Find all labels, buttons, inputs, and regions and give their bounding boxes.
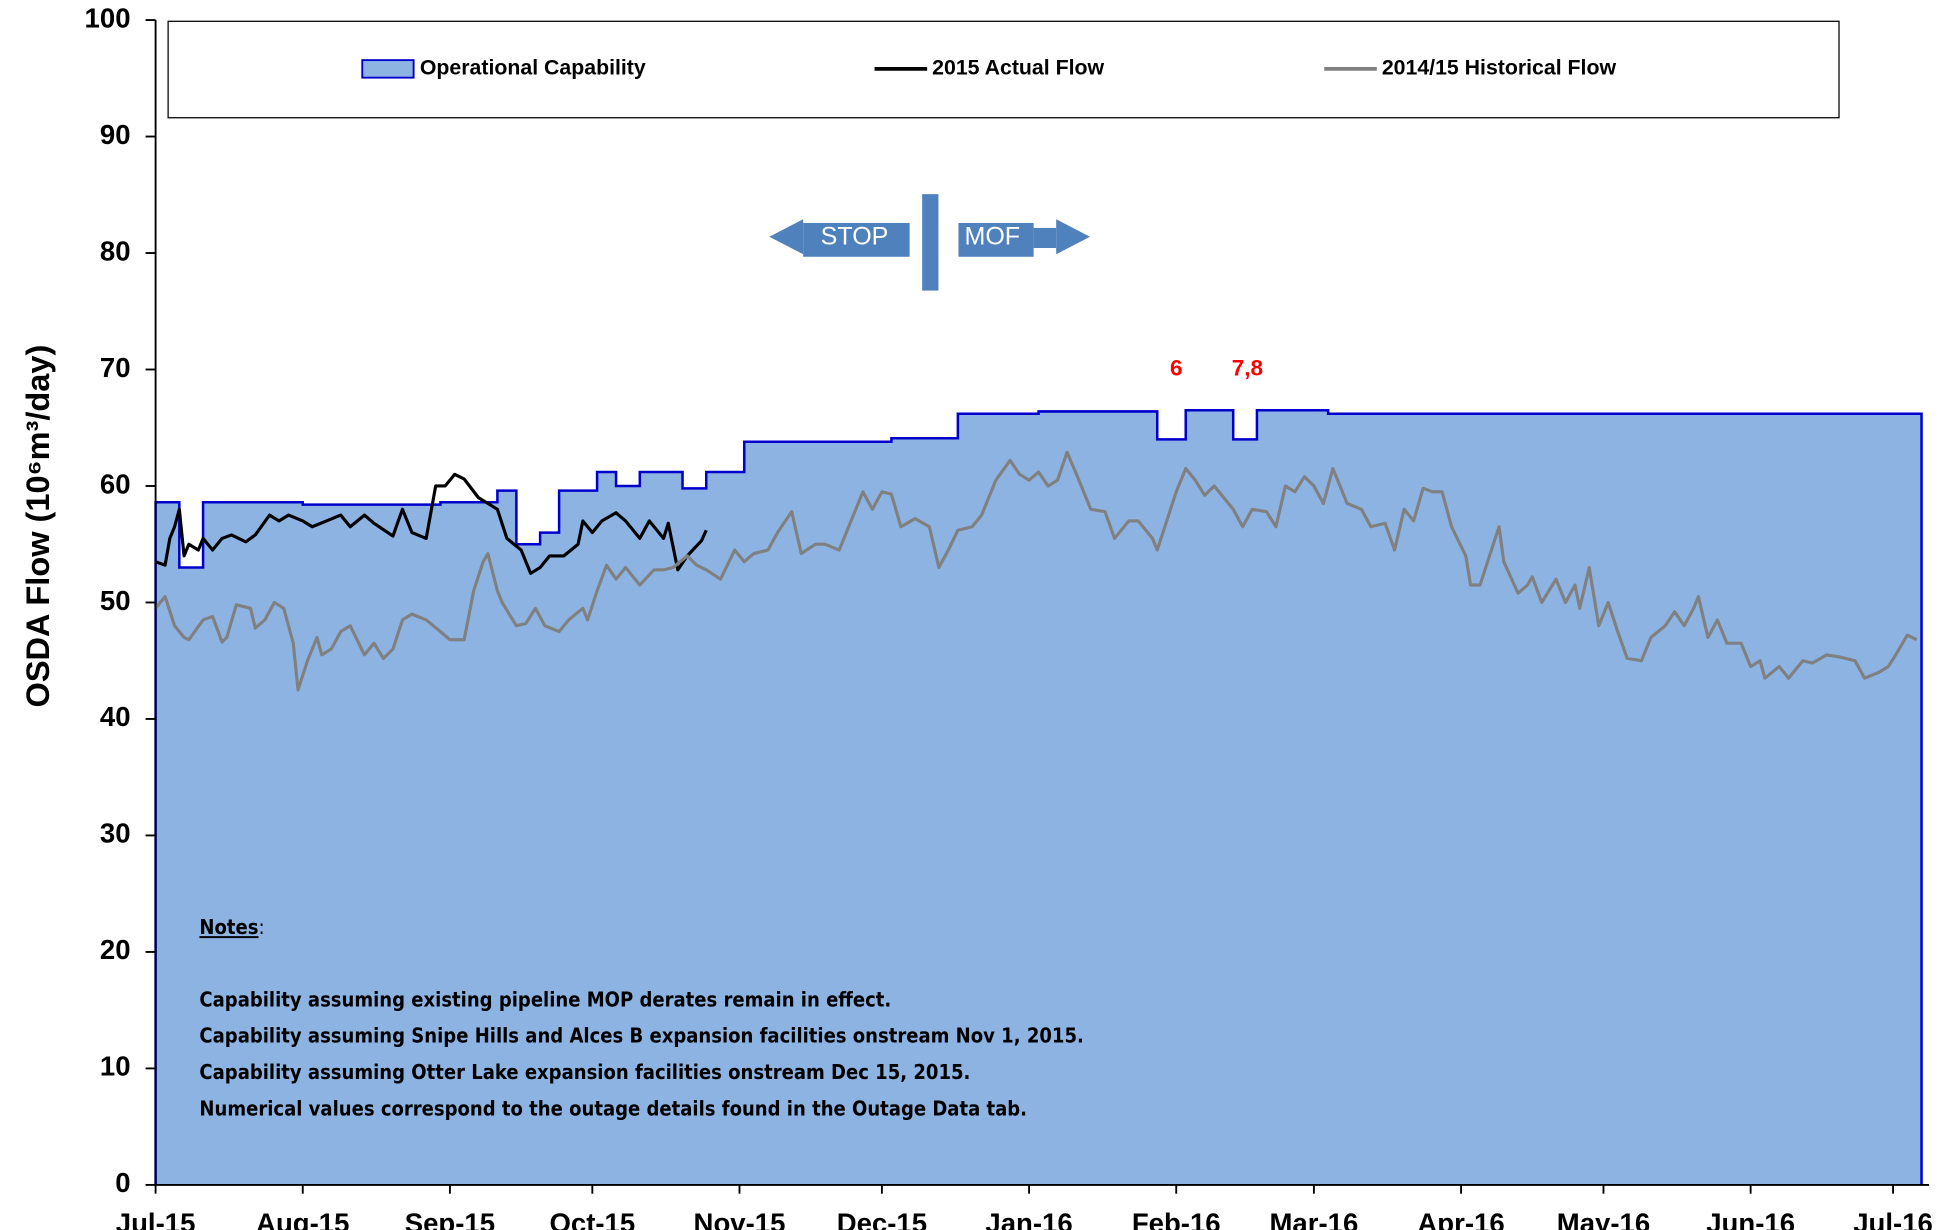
plot-area	[154, 409, 1923, 1185]
left-arrow-head	[769, 219, 804, 255]
stop-label: STOP	[821, 223, 889, 251]
capability-area	[155, 410, 1922, 1185]
x-tick-label: Nov-15	[694, 1207, 786, 1230]
right-arrow-shaft	[1033, 227, 1057, 249]
y-tick-label: 0	[115, 1167, 130, 1198]
x-tick-label: Jul-16	[1853, 1207, 1933, 1230]
x-tick-label: Oct-15	[549, 1207, 635, 1230]
y-tick-label: 90	[100, 119, 131, 150]
y-tick-label: 70	[100, 352, 131, 383]
y-tick-label: 40	[100, 701, 131, 732]
stop-mof-arrows: STOP MOF	[769, 194, 1090, 291]
x-tick-label: Sep-15	[405, 1207, 495, 1230]
mof-label: MOF	[964, 223, 1020, 251]
x-tick-label: Jul-15	[116, 1207, 196, 1230]
notes-colon: :	[258, 915, 264, 939]
annotation: 6	[1170, 355, 1183, 380]
note: Numerical values correspond to the outag…	[199, 1096, 1027, 1120]
annotation: 7,8	[1232, 355, 1263, 380]
mof-box	[958, 222, 1034, 257]
x-tick-label: May-16	[1557, 1207, 1650, 1230]
x-tick-label: Mar-16	[1269, 1207, 1358, 1230]
note: Capability assuming Otter Lake expansion…	[199, 1060, 970, 1084]
divider-bar	[922, 194, 939, 291]
note: Capability assuming Snipe Hills and Alce…	[199, 1024, 1083, 1048]
legend-label: Operational Capability	[420, 56, 646, 80]
legend-box	[167, 20, 1840, 119]
y-tick-label: 30	[100, 818, 131, 849]
capability-outline	[154, 409, 1923, 1185]
y-tick-label: 10	[100, 1051, 131, 1082]
y-tick-label: 20	[100, 934, 131, 965]
right-arrow-head	[1056, 219, 1090, 255]
y-tick-label: 60	[100, 468, 131, 499]
flow-line	[155, 472, 708, 575]
legend-label: 2014/15 Historical Flow	[1382, 56, 1617, 80]
x-tick-label: Aug-15	[256, 1207, 349, 1230]
x-tick-label: Jun-16	[1706, 1207, 1795, 1230]
x-tick-label: Dec-15	[837, 1207, 927, 1230]
legend-swatch	[361, 59, 415, 79]
notes-title-text: Notes	[199, 915, 258, 939]
stop-box	[803, 222, 910, 257]
y-axis-label: OSDA Flow (10⁶m³/day)	[20, 345, 56, 708]
note: Capability assuming existing pipeline MO…	[199, 987, 891, 1011]
flow-line	[154, 450, 1918, 692]
notes-title: Notes:	[199, 915, 264, 939]
y-tick-label: 100	[85, 2, 131, 33]
legend-label: 2015 Actual Flow	[932, 56, 1104, 80]
y-tick-label: 50	[100, 585, 131, 616]
x-tick-label: Apr-16	[1417, 1207, 1504, 1230]
y-tick-label: 80	[100, 235, 131, 266]
x-tick-label: Jan-16	[985, 1207, 1072, 1230]
x-tick-label: Feb-16	[1132, 1207, 1221, 1230]
